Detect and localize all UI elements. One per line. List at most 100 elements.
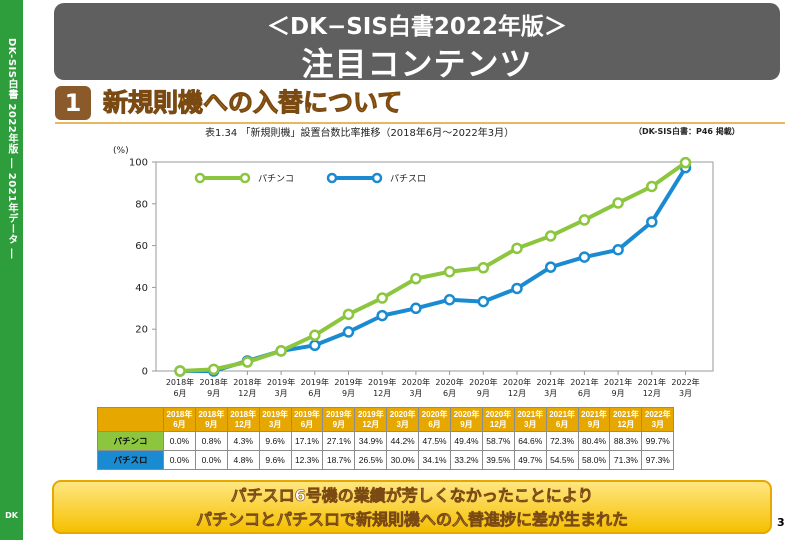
- table-cell: 0.8%: [194, 431, 228, 451]
- header-subtitle: 注目コンテンツ: [301, 45, 533, 83]
- x-axis-tick-label-month: 6月: [578, 389, 591, 398]
- table-header-month: 12月: [489, 419, 507, 429]
- y-axis-tick-label: 60: [135, 241, 148, 252]
- conclusion-banner: パチスロ6号機の業績が芳しくなかったことにより パチンコとパチスロで新規則機への…: [52, 480, 772, 534]
- table-cell: 99.7%: [641, 431, 675, 451]
- x-axis-tick-label-year: 2019年: [368, 377, 396, 387]
- table-header-year: 2018年: [166, 409, 193, 419]
- table-cell: 72.3%: [545, 431, 579, 451]
- table-cell: 49.7%: [513, 450, 547, 470]
- y-axis-unit-label: (%): [113, 146, 129, 156]
- x-axis-tick-label-year: 2018年: [166, 377, 194, 387]
- table-header-month: 12月: [362, 419, 380, 429]
- plot-area: [155, 161, 714, 372]
- page-number: 3: [777, 516, 785, 529]
- data-point: [612, 244, 624, 256]
- data-point: [511, 242, 523, 255]
- table-corner-cell: [97, 407, 164, 432]
- table-cell: 0.0%: [194, 450, 228, 470]
- data-point: [376, 309, 388, 322]
- table-header-month: 6月: [555, 419, 569, 429]
- data-point: [646, 216, 658, 228]
- header-title: ＜DK−SIS白書2022年版＞: [267, 14, 567, 40]
- y-axis-tick-label: 100: [129, 158, 148, 169]
- x-axis-tick-label-month: 6月: [443, 389, 456, 398]
- x-axis-tick-label-month: 9月: [342, 389, 355, 398]
- table-cell: 97.3%: [641, 450, 675, 470]
- table-header-month: 6月: [173, 419, 186, 429]
- data-point: [207, 363, 220, 376]
- y-axis-tick-label: 80: [135, 199, 148, 210]
- table-cell: 0.0%: [163, 450, 196, 470]
- table-cell: 88.3%: [609, 431, 643, 451]
- table-row-label: パチンコ: [97, 431, 164, 451]
- chart-legend: パチンコ パチスロ: [194, 172, 426, 185]
- y-axis-tick-label: 20: [135, 325, 148, 336]
- data-point: [679, 156, 692, 169]
- table-cell: 47.5%: [418, 431, 452, 451]
- data-point: [241, 356, 254, 368]
- table-column-header: 2021年 12月: [609, 407, 643, 432]
- x-axis-tick-label-year: 2021年: [537, 377, 565, 387]
- data-point: [376, 292, 388, 304]
- table-header-month: 12月: [617, 419, 635, 429]
- data-point: [275, 345, 287, 357]
- data-point: [309, 329, 321, 342]
- table-header-month: 9月: [332, 419, 346, 429]
- table-cell: 39.5%: [481, 450, 515, 470]
- table-cell: 44.2%: [386, 431, 420, 451]
- table-header-month: 6月: [428, 419, 441, 429]
- table-header-month: 12月: [234, 419, 252, 429]
- table-cell: 49.4%: [450, 431, 483, 451]
- x-axis-tick-label-year: 2019年: [267, 377, 295, 387]
- table-column-header: 2020年 6月: [418, 407, 452, 432]
- x-axis-tick-label-month: 9月: [477, 389, 490, 398]
- table-header-month: 9月: [205, 419, 218, 429]
- table-column-header: 2020年 3月: [386, 407, 420, 432]
- table-header-year: 2021年: [549, 409, 576, 419]
- data-point: [646, 180, 658, 193]
- y-axis-tick-label: 0: [142, 367, 148, 378]
- x-axis-tick-label-month: 12月: [508, 389, 526, 398]
- table-header-row: 2018年 6月 2018年 9月 2018年 12月 2019年 3月 2019年 6月 2019…: [97, 407, 675, 432]
- table-row: パチンコ 0.0% 0.8% 4.3% 9.6% 17.1% 27.1% 34.9% 44.2…: [97, 431, 675, 451]
- table-header-year: 2019年: [326, 409, 352, 419]
- table-header-year: 2018年: [230, 409, 257, 419]
- table-cell: 58.7%: [481, 431, 515, 451]
- chart-series: [174, 156, 692, 377]
- table-cell: 0.0%: [163, 431, 196, 451]
- data-point: [612, 197, 624, 209]
- x-axis-tick-label-year: 2020年: [469, 377, 497, 387]
- x-axis-tick-label-year: 2020年: [503, 377, 531, 387]
- table-column-header: 2019年 12月: [354, 407, 388, 432]
- x-axis-tick-label-month: 3月: [544, 389, 557, 398]
- legend-swatch-marker: [239, 172, 251, 184]
- banner-line-1: パチスロ6号機の業績が芳しくなかったことにより: [230, 486, 594, 506]
- table-column-header: 2019年 9月: [322, 407, 356, 432]
- data-point: [309, 339, 321, 352]
- table-header-year: 2020年: [389, 409, 416, 419]
- table-column-header: 2021年 3月: [513, 407, 547, 432]
- data-point: [477, 295, 490, 308]
- data-point: [410, 302, 422, 315]
- x-axis-tick-label-year: 2018年: [233, 377, 261, 387]
- header-banner: ＜DK−SIS白書2022年版＞ 注目コンテンツ: [54, 3, 780, 83]
- dk-logo: DK: [5, 511, 18, 520]
- x-axis-tick-label-month: 3月: [275, 389, 288, 398]
- data-point: [443, 293, 456, 306]
- x-axis-tick-label-month: 12月: [238, 389, 256, 398]
- table-header-year: 2019年: [357, 409, 384, 419]
- x-axis-tick-label-year: 2021年: [638, 377, 666, 387]
- x-axis-tick-label-month: 12月: [373, 389, 391, 398]
- table-header-month: 9月: [587, 419, 601, 429]
- table-header-month: 3月: [524, 419, 537, 429]
- data-point: [544, 261, 557, 273]
- section-divider: [55, 122, 785, 124]
- data-point: [578, 214, 591, 226]
- table-row-label: パチスロ: [97, 450, 164, 470]
- data-point: [410, 272, 422, 285]
- table-column-header: 2022年 3月: [641, 407, 675, 432]
- x-axis-tick-label-year: 2021年: [570, 377, 598, 387]
- table-cell: 4.3%: [226, 431, 260, 451]
- table-cell: 71.3%: [609, 450, 643, 470]
